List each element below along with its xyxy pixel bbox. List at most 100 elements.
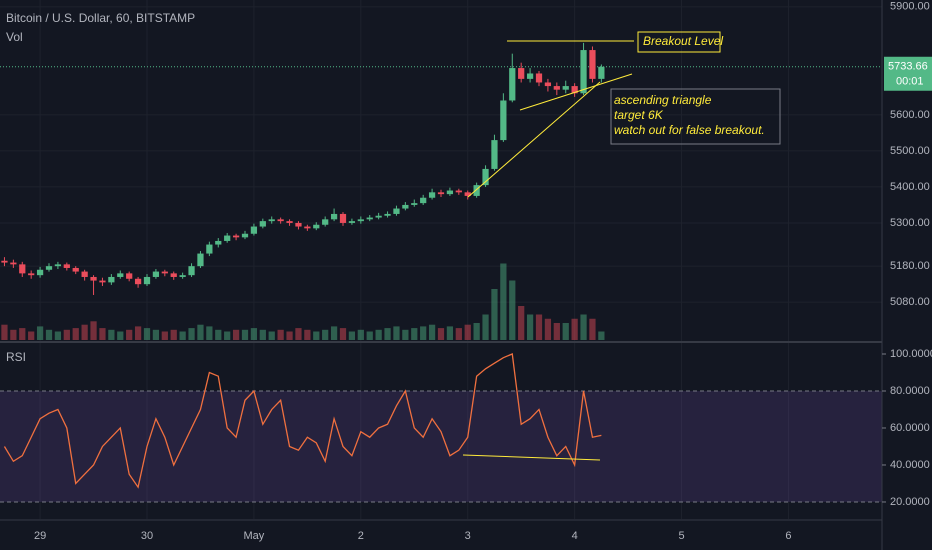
volume-bar xyxy=(473,323,480,340)
candle-body xyxy=(63,264,70,268)
last-price-tag xyxy=(884,56,932,91)
candle-body xyxy=(544,82,552,87)
volume-bar xyxy=(304,329,311,340)
candle-body xyxy=(224,235,231,241)
volume-bar xyxy=(366,331,373,340)
y-tick-label: 5900.00 xyxy=(890,1,930,13)
volume-bar xyxy=(170,329,177,340)
volume-bar xyxy=(63,329,70,340)
candle-body xyxy=(322,219,329,225)
candle-body xyxy=(526,73,534,79)
y-tick-label: 100.0000 xyxy=(890,348,932,360)
candle-body xyxy=(28,273,35,276)
candle-body xyxy=(81,271,88,277)
countdown-label: 00:01 xyxy=(896,76,924,88)
triangle-support-line xyxy=(519,73,633,111)
volume-bar xyxy=(90,321,97,340)
candle-body xyxy=(330,213,338,220)
candle-body xyxy=(464,192,471,196)
volume-bar xyxy=(455,328,462,340)
y-tick-label: 60.0000 xyxy=(890,422,930,434)
volume-bar xyxy=(10,329,17,340)
note-line: watch out for false breakout. xyxy=(614,123,765,137)
volume-bar xyxy=(126,329,133,340)
candle-body xyxy=(580,50,587,94)
volume-bar xyxy=(482,314,489,340)
volume-bar xyxy=(589,318,596,340)
candle-body xyxy=(473,185,480,196)
y-tick-label: 20.0000 xyxy=(890,496,930,508)
volume-bar xyxy=(464,324,471,340)
plot xyxy=(1,42,605,489)
candle-body xyxy=(384,213,391,216)
y-tick-label: 5500.00 xyxy=(890,145,930,157)
candle-body xyxy=(313,224,320,229)
candle-body xyxy=(152,271,160,277)
candle-body xyxy=(99,280,106,283)
volume-bar xyxy=(313,331,320,340)
candle-body xyxy=(259,221,266,227)
candle-body xyxy=(161,271,168,274)
volume-bar xyxy=(1,324,8,340)
volume-bar xyxy=(402,329,409,340)
volume-bar xyxy=(295,328,302,340)
candle-body xyxy=(126,273,133,279)
candle-body xyxy=(339,213,347,223)
volume-bar xyxy=(411,328,418,340)
candle-body xyxy=(295,222,302,227)
candle-body xyxy=(420,197,427,204)
volume-bar xyxy=(446,326,454,340)
volume-bar xyxy=(241,329,249,340)
candle-body xyxy=(589,50,596,79)
volume-bar xyxy=(259,329,266,340)
trend-line xyxy=(467,81,601,198)
volume-bar xyxy=(330,326,338,340)
volume-bar xyxy=(19,328,26,340)
candle-body xyxy=(535,73,543,83)
candle-body xyxy=(188,266,195,276)
candle-body xyxy=(72,267,79,272)
rsi-band xyxy=(0,390,882,502)
volume-bar xyxy=(375,329,382,340)
volume-bar xyxy=(420,326,427,340)
candle-body xyxy=(134,278,142,285)
volume-bar xyxy=(134,326,142,340)
x-tick-label: 29 xyxy=(34,530,46,542)
volume-bar xyxy=(197,324,204,340)
volume-bar xyxy=(518,306,525,340)
candle-body xyxy=(54,264,62,267)
last-price-label: 5733.66 xyxy=(888,61,928,73)
chart-title: Bitcoin / U.S. Dollar, 60, BITSTAMP xyxy=(6,11,195,25)
y-tick-label: 5180.00 xyxy=(890,260,930,272)
volume-bar xyxy=(526,314,534,340)
volume-bar xyxy=(161,331,168,340)
volume-bar xyxy=(580,314,587,340)
x-tick-label: 4 xyxy=(572,530,578,542)
volume-bar xyxy=(81,324,88,340)
volume-bar xyxy=(232,329,240,340)
candle-body xyxy=(304,226,311,229)
x-tick-label: 3 xyxy=(465,530,471,542)
volume-bar xyxy=(322,329,329,340)
candle-body xyxy=(348,221,356,223)
candle-body xyxy=(491,140,498,169)
volume-bar xyxy=(500,263,507,340)
volume-bar xyxy=(36,326,44,340)
volume-bar xyxy=(277,329,284,340)
volume-bar xyxy=(339,328,347,340)
volume-bar xyxy=(28,331,35,340)
candle-body xyxy=(268,219,275,222)
note-box xyxy=(610,88,781,145)
x-tick-label: May xyxy=(244,530,265,542)
candle-body xyxy=(19,264,26,274)
volume-bar xyxy=(544,318,552,340)
volume-bar xyxy=(535,314,543,340)
candle-body xyxy=(241,233,249,238)
candle-body xyxy=(393,208,400,214)
note-line: target 6K xyxy=(614,108,664,122)
candle-body xyxy=(1,260,8,263)
y-tick-label: 5080.00 xyxy=(890,296,930,308)
candle-body xyxy=(411,203,418,205)
volume-bar xyxy=(268,331,275,340)
